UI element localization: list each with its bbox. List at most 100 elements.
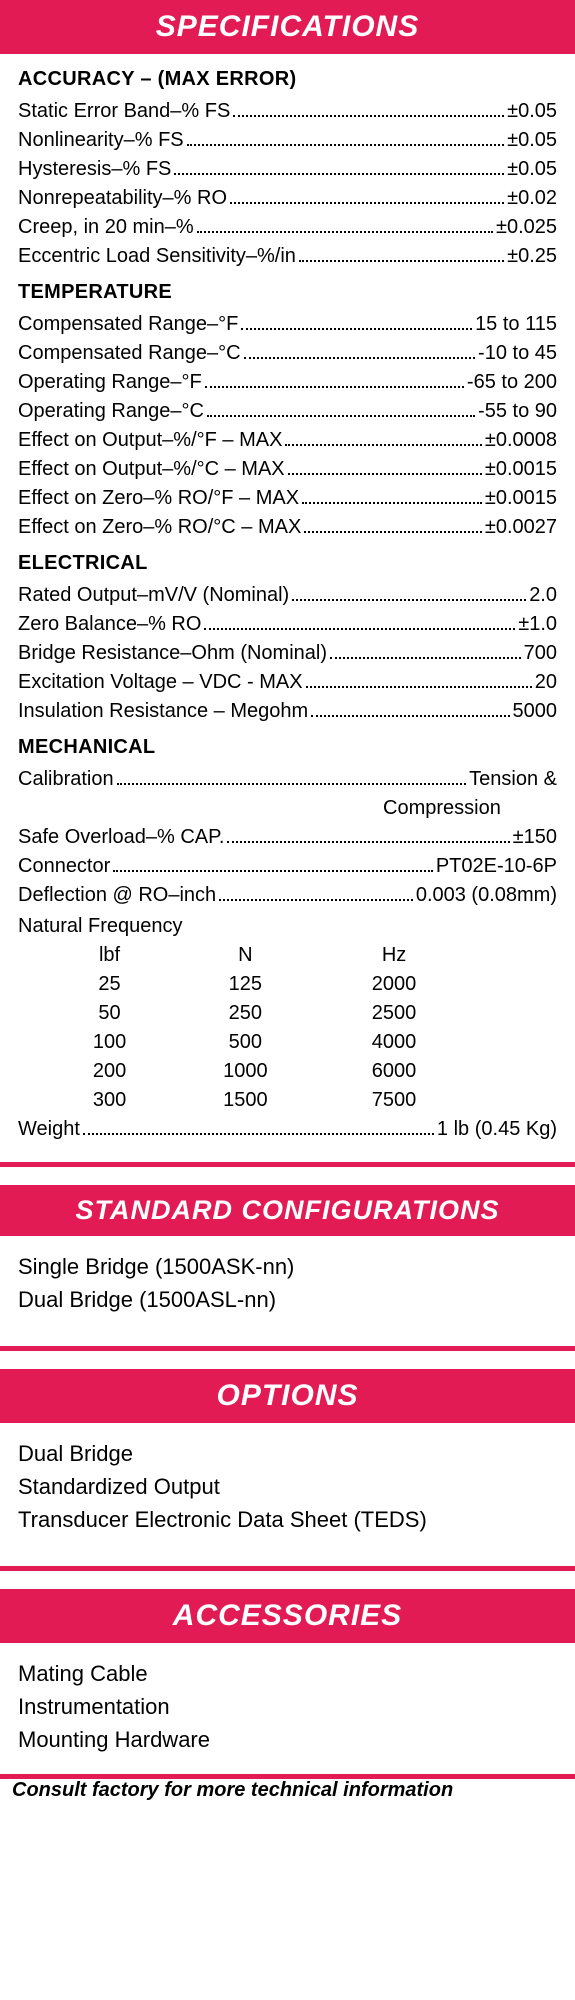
calibration-label: Calibration [18,765,114,794]
freq-cell: 300 [48,1086,171,1115]
spec-row: Effect on Zero–% RO/°F – MAX±0.0015 [18,484,557,513]
calibration-value: Tension & [469,765,557,794]
dots [244,357,475,359]
list-item: Transducer Electronic Data Sheet (TEDS) [18,1503,557,1536]
spec-label: Creep, in 20 min–% [18,213,194,242]
dots [285,444,481,446]
spec-row: Eccentric Load Sensitivity–%/in ±0.25 [18,242,557,271]
spec-label: Eccentric Load Sensitivity–%/in [18,242,296,271]
spec-row: Creep, in 20 min–% ±0.025 [18,213,557,242]
spec-row: Nonrepeatability–% RO±0.02 [18,184,557,213]
spec-label: Effect on Zero–% RO/°F – MAX [18,484,299,513]
standard-config-list: Single Bridge (1500ASK-nn)Dual Bridge (1… [0,1236,575,1338]
spec-row: ConnectorPT02E-10-6P [18,852,557,881]
freq-cell: 25 [48,970,171,999]
spec-row: Deflection @ RO–inch0.003 (0.08mm) [18,881,557,910]
freq-col-header: lbf [48,941,171,970]
dots [174,173,504,175]
dots [113,870,433,872]
list-item: Dual Bridge (1500ASL-nn) [18,1283,557,1316]
freq-cell: 1000 [171,1057,320,1086]
spec-row: Compensated Range–°C -10 to 45 [18,339,557,368]
dots [311,715,509,717]
spec-row: Insulation Resistance – Megohm 5000 [18,697,557,726]
spec-label: Insulation Resistance – Megohm [18,697,308,726]
spec-value: 5000 [513,697,558,726]
freq-cell: 4000 [320,1028,469,1057]
spec-value: ±0.05 [507,126,557,155]
spec-value: ±1.0 [518,610,557,639]
table-row: 502502500 [48,999,468,1028]
electrical-title: ELECTRICAL [18,552,557,575]
spec-value: 20 [535,668,557,697]
freq-cell: 125 [171,970,320,999]
spec-label: Safe Overload–% CAP. [18,823,224,852]
dots [330,657,521,659]
spec-row: Nonlinearity–% FS ±0.05 [18,126,557,155]
dots [205,386,464,388]
table-row: 1005004000 [48,1028,468,1057]
natural-frequency-label: Natural Frequency [18,912,557,941]
spec-value: ±0.025 [496,213,557,242]
dots [219,899,413,901]
spec-value: ±0.05 [507,97,557,126]
dots [207,415,475,417]
calibration-value2: Compression [18,794,557,823]
spec-row: Effect on Output–%/°F – MAX±0.0008 [18,426,557,455]
spec-label: Compensated Range–°F [18,310,238,339]
dots [288,473,482,475]
freq-cell: 6000 [320,1057,469,1086]
footer-note: Consult factory for more technical infor… [0,1779,575,1812]
spec-value: 0.003 (0.08mm) [416,881,557,910]
freq-cell: 1500 [171,1086,320,1115]
list-item: Mounting Hardware [18,1723,557,1756]
spec-row: Compensated Range–°F 15 to 115 [18,310,557,339]
temperature-title: TEMPERATURE [18,281,557,304]
spec-value: 700 [524,639,557,668]
spec-row: Effect on Output–%/°C – MAX±0.0015 [18,455,557,484]
spec-value: ±0.0027 [485,513,557,542]
spec-label: Zero Balance–% RO [18,610,201,639]
list-item: Mating Cable [18,1657,557,1690]
temperature-rows: Compensated Range–°F15 to 115Compensated… [18,310,557,542]
weight-value: 1 lb (0.45 Kg) [437,1115,557,1144]
accuracy-rows: Static Error Band–% FS±0.05Nonlinearity–… [18,97,557,271]
table-row: 20010006000 [48,1057,468,1086]
spec-label: Nonlinearity–% FS [18,126,184,155]
spec-value: -10 to 45 [478,339,557,368]
spec-label: Connector [18,852,110,881]
accessories-list: Mating CableInstrumentationMounting Hard… [0,1643,575,1766]
spec-value: 15 to 115 [475,310,557,339]
table-row: 251252000 [48,970,468,999]
spec-label: Rated Output–mV/V (Nominal) [18,581,289,610]
weight-row: Weight 1 lb (0.45 Kg) [18,1115,557,1144]
spec-row: Operating Range–°C-55 to 90 [18,397,557,426]
spec-label: Hysteresis–% FS [18,155,171,184]
spec-label: Bridge Resistance–Ohm (Nominal) [18,639,327,668]
natural-frequency-block: Natural Frequency lbfNHz 251252000502502… [18,912,557,1115]
spec-row: Operating Range–°F-65 to 200 [18,368,557,397]
header-standard-config: STANDARD CONFIGURATIONS [0,1185,575,1236]
spec-value: ±0.05 [507,155,557,184]
dots [299,260,504,262]
spec-value: ±0.25 [507,242,557,271]
header-accessories: ACCESSORIES [0,1589,575,1643]
freq-col-header: N [171,941,320,970]
spec-row: Zero Balance–% RO ±1.0 [18,610,557,639]
dots [187,144,504,146]
list-item: Dual Bridge [18,1437,557,1470]
spec-label: Effect on Zero–% RO/°C – MAX [18,513,301,542]
spec-value: -55 to 90 [478,397,557,426]
spec-label: Effect on Output–%/°C – MAX [18,455,285,484]
freq-cell: 2500 [320,999,469,1028]
spec-label: Compensated Range–°C [18,339,241,368]
dots [117,783,467,785]
list-item: Single Bridge (1500ASK-nn) [18,1250,557,1283]
mechanical-title: MECHANICAL [18,736,557,759]
spec-label: Operating Range–°F [18,368,202,397]
dots [204,628,515,630]
dots [304,531,482,533]
list-item: Instrumentation [18,1690,557,1723]
frequency-table: lbfNHz 251252000502502500100500400020010… [48,941,468,1115]
spec-row: Static Error Band–% FS±0.05 [18,97,557,126]
